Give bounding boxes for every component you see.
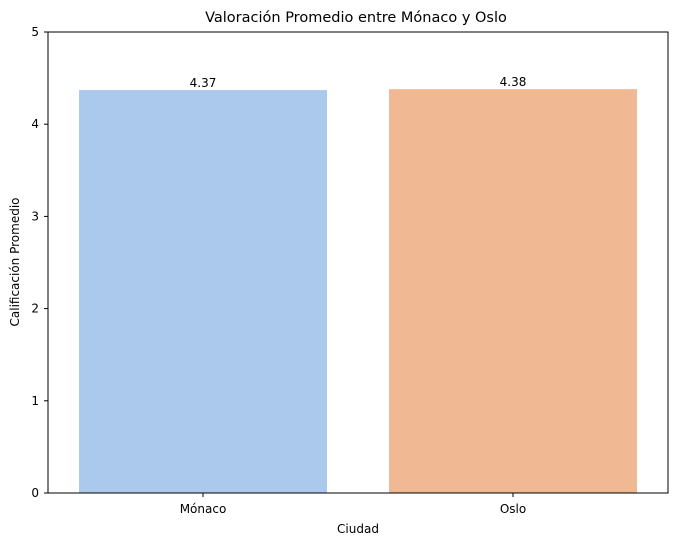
x-tick-label-0: Mónaco (180, 502, 227, 516)
y-tick-label-5: 5 (31, 25, 39, 39)
y-tick-label-2: 2 (31, 302, 39, 316)
x-axis-ticks: Mónaco Oslo (180, 493, 526, 516)
y-axis-ticks: 0 1 2 3 4 5 (31, 25, 48, 500)
bar-value-label-0: 4.37 (190, 76, 217, 90)
bar-value-label-1: 4.38 (500, 75, 527, 89)
x-axis-label: Ciudad (337, 522, 379, 536)
x-tick-label-1: Oslo (500, 502, 526, 516)
y-tick-label-3: 3 (31, 209, 39, 223)
bars-layer: 4.37 4.38 (79, 75, 637, 493)
y-tick-label-0: 0 (31, 486, 39, 500)
y-axis-label: Calificación Promedio (8, 197, 22, 326)
chart-title: Valoración Promedio entre Mónaco y Oslo (205, 10, 507, 26)
y-tick-label-4: 4 (31, 117, 39, 131)
bar-1 (389, 89, 637, 493)
bar-0 (79, 90, 327, 493)
plot-frame (47, 31, 669, 494)
y-tick-label-1: 1 (31, 394, 39, 408)
